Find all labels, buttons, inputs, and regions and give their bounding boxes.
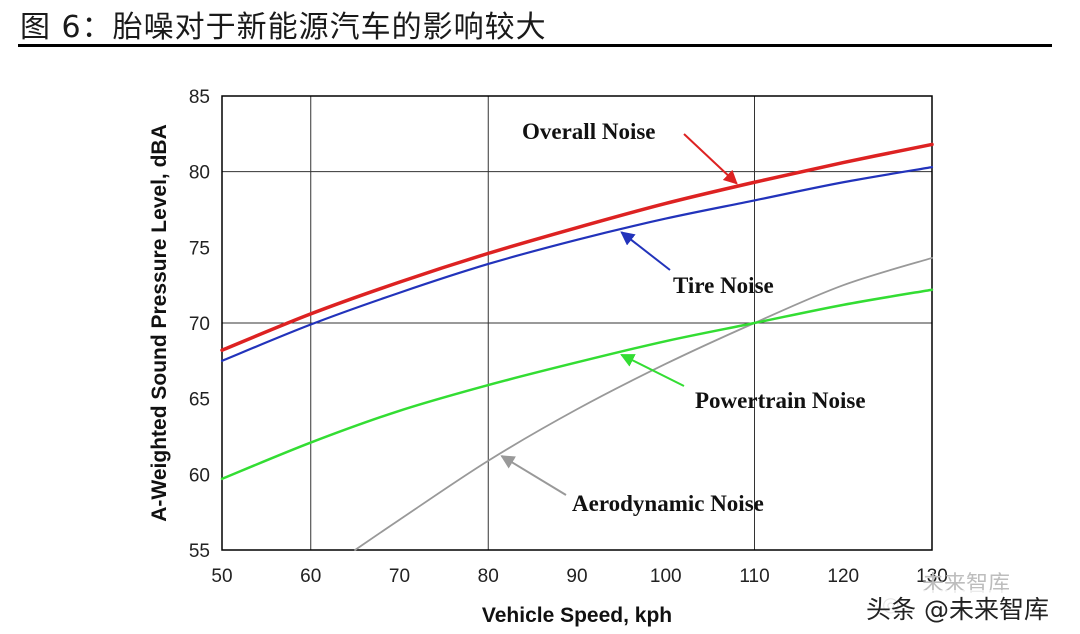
x-tick-label: 80 [478, 566, 499, 587]
annotation-label-overall-noise: Overall Noise [522, 119, 656, 144]
x-tick-label: 70 [389, 566, 410, 587]
y-tick-label: 60 [189, 465, 210, 486]
annotation-layer: Overall Noise Tire Noise Powertrain Noise A… [500, 119, 866, 516]
x-tick-label: 90 [566, 566, 587, 587]
x-tick-label: 60 [300, 566, 321, 587]
series-line-tire-noise [220, 166, 934, 362]
x-tick-label: 110 [739, 566, 769, 587]
annotation-arrow-tire-noise [620, 231, 671, 271]
annotation-arrow-powertrain-noise [620, 353, 685, 387]
y-tick-label: 70 [189, 314, 210, 335]
figure-title: 图 6：胎噪对于新能源汽车的影响较大 [20, 10, 547, 45]
x-tick-label: 120 [827, 566, 859, 587]
annotation-label-powertrain-noise: Powertrain Noise [695, 388, 866, 413]
plot-frame [221, 95, 933, 551]
annotation-label-aerodynamic-noise: Aerodynamic Noise [572, 491, 764, 516]
x-tick-label: 100 [650, 566, 682, 587]
annotation-label-tire-noise: Tire Noise [673, 273, 774, 298]
tick-layer: 50 60 70 80 90 100 110 120 130 55 60 65 70 75 80 85 [189, 87, 948, 587]
y-tick-label: 75 [189, 238, 210, 259]
watermark-main: 头条 @未来智库 [862, 590, 1053, 626]
y-tick-label: 80 [189, 163, 210, 184]
series-line-overall-noise [220, 142, 934, 352]
annotation-arrow-overall-noise [683, 133, 738, 185]
x-tick-label: 50 [211, 566, 232, 587]
title-rule [18, 44, 1052, 47]
series-layer [220, 142, 934, 551]
x-axis-label: Vehicle Speed, kph [482, 604, 672, 627]
series-line-aerodynamic-noise [354, 257, 933, 551]
series-line-powertrain-noise [220, 288, 934, 481]
x-tick-label: 130 [916, 566, 948, 587]
annotation-arrow-aerodynamic-noise [500, 455, 567, 496]
grid-layer [222, 96, 932, 550]
y-tick-label: 65 [189, 390, 210, 411]
y-tick-label: 55 [189, 541, 210, 562]
y-axis-label: A-Weighted Sound Pressure Level, dBA [148, 124, 171, 522]
y-tick-label: 85 [189, 87, 210, 108]
